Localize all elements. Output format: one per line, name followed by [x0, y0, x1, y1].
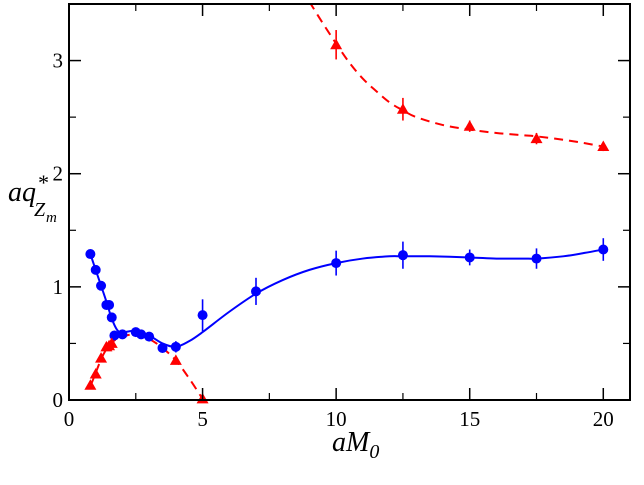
blue-circles-marker	[157, 342, 168, 353]
red-triangles-point	[95, 352, 108, 363]
blue-circles-point	[197, 299, 208, 331]
blue-circles-point	[598, 238, 609, 261]
blue-circles-marker	[598, 244, 609, 255]
red-triangles-marker	[396, 103, 409, 114]
blue-circles-point	[106, 312, 117, 323]
red-triangles-point	[105, 337, 118, 348]
red-triangles-fit-line	[309, 4, 604, 148]
red-triangles-marker	[597, 140, 610, 152]
blue-circles-point	[531, 248, 542, 269]
blue-circles-marker	[397, 250, 408, 261]
blue-circles-point	[96, 280, 107, 291]
x-tick-label: 15	[459, 407, 480, 431]
blue-circles-marker	[85, 249, 96, 260]
red-triangles-point	[463, 120, 476, 132]
red-triangles-point	[169, 354, 182, 365]
blue-circles-marker	[117, 329, 128, 340]
red-triangles-marker	[84, 379, 97, 390]
y-tick-label: 3	[53, 49, 64, 73]
red-triangles-marker	[95, 352, 108, 363]
x-tick-label: 20	[593, 407, 614, 431]
blue-circles-point	[157, 342, 168, 353]
red-triangles-point	[89, 367, 102, 379]
blue-circles-point	[85, 249, 96, 260]
blue-circles-marker	[331, 258, 342, 269]
red-triangles-marker	[105, 337, 118, 348]
blue-circles-point	[170, 341, 181, 353]
blue-circles-marker	[170, 341, 181, 352]
blue-circles-marker	[464, 252, 475, 263]
y-axis-label-subsub: m	[46, 210, 57, 226]
blue-circles-point	[464, 249, 475, 266]
y-tick-label: 2	[53, 162, 64, 186]
red-triangles-point	[530, 132, 543, 145]
blue-circles-marker	[96, 280, 107, 291]
blue-circles-point	[90, 264, 101, 275]
blue-circles-marker	[144, 331, 155, 342]
red-triangles-point	[396, 97, 409, 121]
x-tick-label: 10	[326, 407, 347, 431]
blue-circles-point	[136, 329, 147, 340]
red-triangles-marker	[463, 120, 476, 131]
plot-frame	[68, 3, 631, 401]
y-axis-label-sup: *	[37, 170, 48, 195]
y-tick-label: 0	[53, 388, 64, 412]
blue-circles-fit-line	[89, 248, 604, 348]
red-triangles-point	[84, 379, 97, 390]
data-points	[84, 30, 610, 404]
blue-circles-point	[144, 331, 155, 342]
fit-curves	[89, 4, 604, 400]
red-triangles-marker	[530, 132, 543, 144]
blue-circles-marker	[90, 264, 101, 275]
blue-circles-point	[397, 241, 408, 269]
blue-circles-marker	[251, 286, 261, 297]
blue-circles-point	[104, 299, 115, 310]
blue-circles-marker	[106, 312, 117, 323]
x-tick-label: 0	[64, 407, 75, 431]
red-triangles-marker	[89, 367, 102, 379]
blue-circles-point	[331, 250, 342, 276]
x-axis-label: aM0	[332, 427, 379, 463]
y-axis-label: aq Z m *	[8, 170, 57, 226]
axis-ticks: 0 5 10 15 20 0 1 2 3	[53, 4, 630, 431]
blue-circles-marker	[531, 253, 542, 264]
red-triangles-marker	[330, 38, 343, 50]
x-tick-label: 5	[197, 407, 208, 431]
red-triangles-point	[330, 30, 343, 60]
red-triangles-marker	[169, 354, 182, 365]
red-triangles-point	[597, 140, 610, 152]
blue-circles-marker	[197, 310, 208, 321]
blue-circles-point	[251, 277, 261, 305]
blue-circles-point	[117, 329, 128, 340]
blue-circles-marker	[136, 329, 147, 340]
y-axis-label-main: aq	[8, 177, 36, 208]
blue-circles-marker	[104, 299, 115, 310]
y-tick-label: 1	[53, 275, 64, 299]
y-axis-label-sub: Z	[34, 199, 46, 221]
